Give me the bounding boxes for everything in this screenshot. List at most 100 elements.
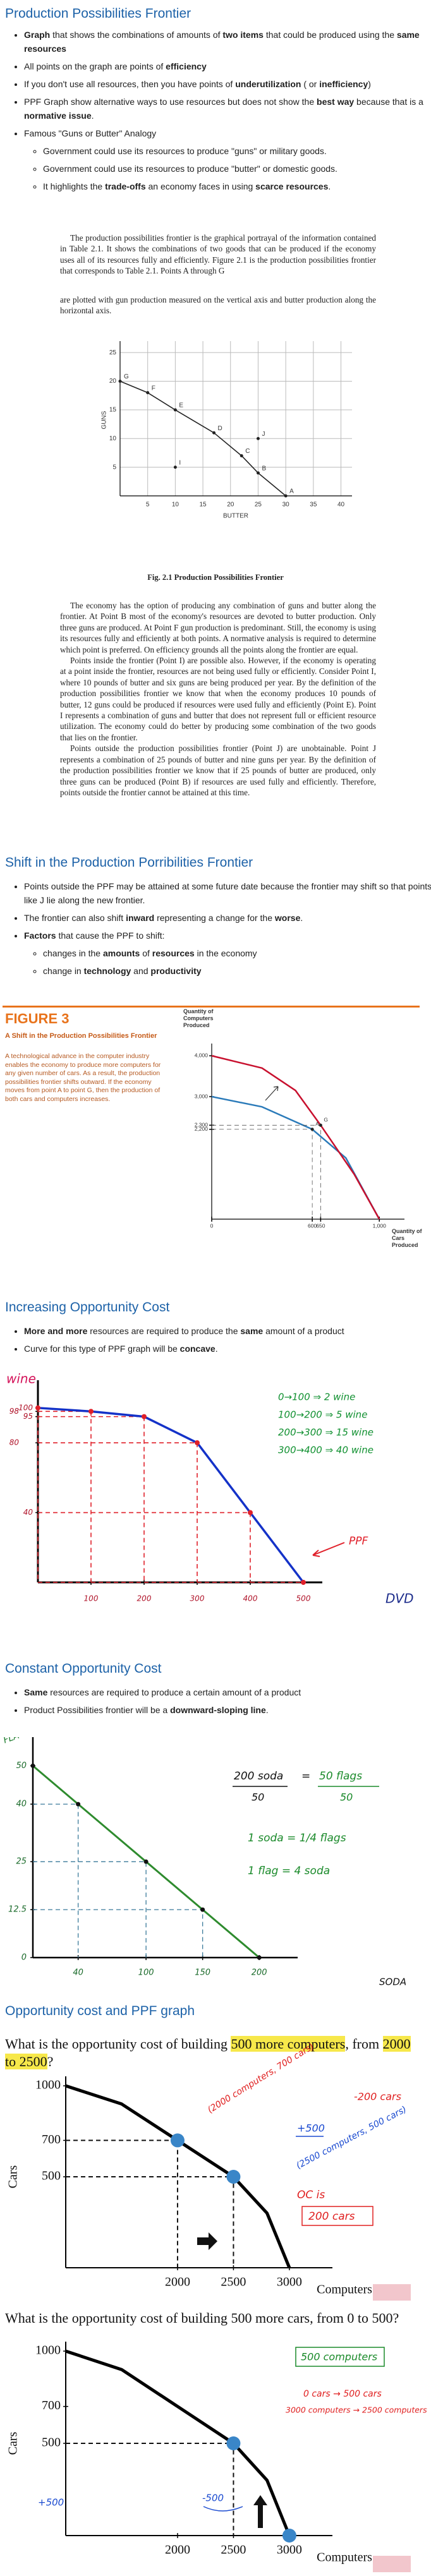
x-tick-label: 0 [210,1222,214,1229]
point [257,1955,262,1960]
y-tick-label: 5 [112,464,116,471]
bullet: If you don't use all resources, then you… [24,77,431,91]
arrow [312,1542,345,1557]
x-tick-label: 400 [243,1594,258,1603]
annotation: 100→200 ⇒ 5 wine [278,1409,367,1421]
point [200,1907,205,1912]
bullet: Curve for this type of PPF graph will be… [24,1342,431,1356]
y-tick-label: 25 [16,1857,27,1867]
bold-text: trade-offs [105,181,146,191]
y-tick-label: 40 [16,1800,27,1809]
point [226,2436,241,2450]
bullet: All points on the graph are points of ef… [24,59,431,73]
x-tick-label: 100 [138,1968,154,1978]
point-label: I [179,459,181,466]
x-tick-label: 200 [252,1968,267,1978]
bold-text: worse [274,913,301,923]
annotation: 0 cars → 500 cars [303,2389,382,2399]
chart: 1000 700 500 2000 2500 3000 Cars Computers (2000… [6,2042,411,2301]
point [88,1409,94,1414]
y-tick-label: 15 [109,407,117,414]
highlight-text: 500 more computers [231,2036,346,2052]
section-title: Increasing Opportunity Cost [5,1300,170,1315]
paragraph: Points outside the production possibilit… [60,743,376,797]
text: ) [368,79,371,89]
y-tick-label: 4,000 [195,1052,209,1059]
guide-line [33,1909,203,1958]
rule [3,1006,420,1008]
annotation: 50 [340,1791,353,1803]
text: Points outside the PPF may be attained a… [24,881,431,905]
text: Product Possibilities frontier will be a [24,1705,171,1715]
y-tick-label: 80 [9,1438,20,1447]
text: It highlights the [43,181,106,191]
y-tick-label: 500 [42,2436,61,2450]
annotation: 1 soda = 1/4 flags [248,1832,346,1845]
text: . [215,1344,218,1354]
x-tick-label: 600 [308,1222,317,1229]
caption: Fig. 2.1 Production Possibilities Fronti… [147,573,284,582]
annotation: (2500 computers, 500 cars) [294,2104,408,2171]
text: that could be produced using the [263,30,397,40]
bold-text: scarce resources [255,181,329,191]
text: . [265,1705,269,1715]
point [76,1802,81,1807]
figure-box: FIGURE 3 A Shift in the Production Possi… [0,1006,431,1270]
bold-text: downward-sloping line [170,1705,266,1715]
axis-title: Quantity of Computers Produced [183,1008,214,1028]
bold-text: productivity [150,966,202,976]
point [256,471,260,475]
bold-text: inefficiency [319,79,368,89]
bold-text: Factors [24,930,56,941]
bullet: Graph that shows the combinations of amo… [24,28,431,56]
annotation: = [301,1770,310,1783]
guide-line [212,1129,313,1219]
section-title: Opportunity cost and PPF graph [5,2004,195,2018]
annotation: 50 flags [319,1770,362,1783]
annotation: -200 cars [354,2091,401,2103]
sub-bullet: It highlights the trade-offs an economy … [43,179,431,193]
text: What is the opportunity cost of building… [5,2310,399,2326]
point [248,1510,253,1515]
sub-bullet: Government could use its resources to pr… [43,144,431,158]
bold-text: efficiency [166,61,207,71]
bold-text: inward [126,913,155,923]
bold-text: two items [222,30,264,40]
y-tick-label: 95 [23,1412,33,1421]
paragraph: Points inside the frontier (Point I) are… [60,656,376,742]
bullet-list: More and more resources are required to … [0,1324,431,1359]
axis-title: Computers [317,2551,372,2565]
text: resources are required to produce a cert… [47,1687,301,1697]
x-tick-label: 30 [282,502,290,509]
text: ( or [301,79,320,89]
bold-text: same resources [24,30,420,54]
annotation: 50 [252,1791,264,1803]
section-title: Constant Opportunity Cost [5,1661,162,1676]
x-tick-label: 500 [296,1594,311,1603]
y-tick-label: 40 [23,1508,33,1517]
paragraph: The economy has the option of producing … [60,601,376,654]
text: changes in the [43,948,103,958]
ppf-curve [65,2349,291,2536]
bold-text: Same [24,1687,48,1697]
point [240,454,243,457]
annotation: PPF [349,1535,368,1548]
ppf-curve [211,1055,380,1220]
text: Famous "Guns or Butter" Analogy [24,128,157,138]
axis-title: GUNS [101,411,108,429]
text: and [131,966,151,976]
bold-text: Graph [24,30,51,40]
question: What is the opportunity cost of building… [5,2309,416,2327]
axis-title: DVD [385,1591,413,1606]
point [212,431,216,435]
x-tick-label: 5 [146,502,150,509]
y-tick-label: 98 [9,1407,20,1416]
point [30,1763,35,1768]
bullet-list: Graph that shows the combinations of amo… [0,28,431,197]
point [282,2529,296,2543]
section-title: Shift in the Production Porribilities Fr… [5,855,253,870]
bullet: More and more resources are required to … [24,1324,431,1338]
y-tick-label: 25 [109,349,117,356]
point [173,408,177,412]
